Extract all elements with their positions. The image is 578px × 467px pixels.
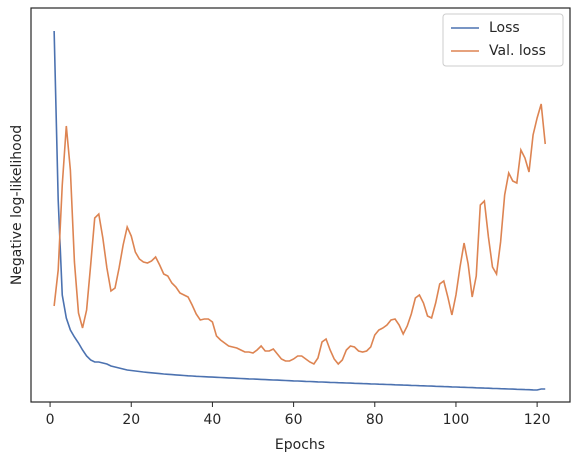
- series-line: [53, 30, 546, 391]
- x-tick-label: 80: [366, 412, 384, 428]
- x-tick-label: 120: [524, 412, 551, 428]
- plot-frame: [30, 7, 571, 403]
- x-axis-label: Epochs: [275, 437, 325, 453]
- x-tick-label: 0: [46, 412, 55, 428]
- legend-label: Val. loss: [489, 43, 546, 59]
- x-tick-label: 100: [443, 412, 470, 428]
- series-line: [53, 103, 547, 366]
- x-tick-label: 60: [285, 412, 303, 428]
- y-axis-label: Negative log-likelihood: [9, 125, 25, 285]
- legend-box: [442, 13, 564, 67]
- x-tick-label: 40: [204, 412, 222, 428]
- x-tick-label: 20: [122, 412, 140, 428]
- legend-label: Loss: [489, 20, 520, 36]
